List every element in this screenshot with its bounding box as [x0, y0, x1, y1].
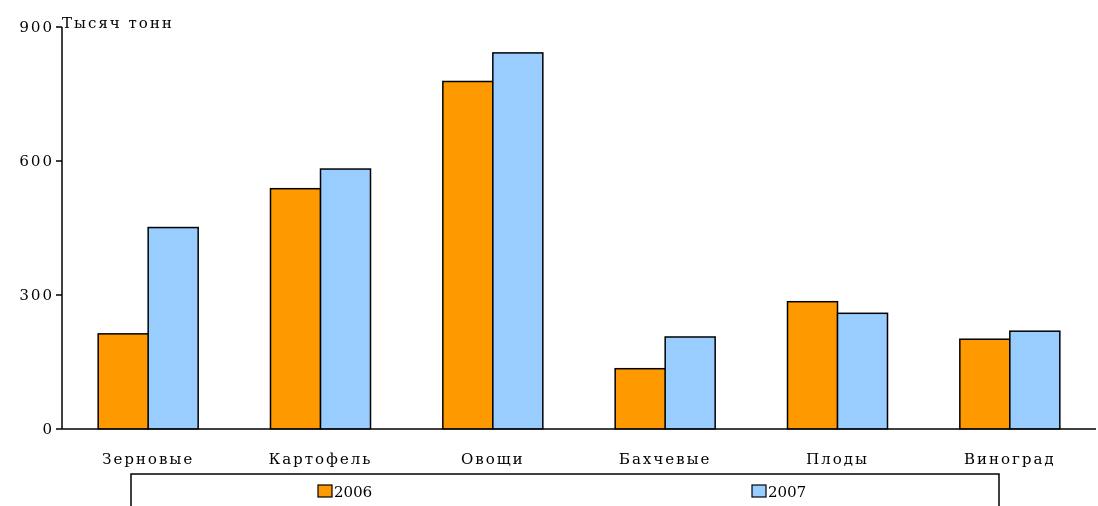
y-axis-title: Тысяч тонн [62, 14, 174, 32]
legend-swatch-2007 [751, 484, 767, 498]
bar-2006-2 [442, 80, 494, 430]
y-ticks-group: 0 300 600 900 [19, 18, 62, 438]
y-tick-label: 0 [42, 420, 54, 438]
legend-swatch-2006 [317, 484, 333, 498]
x-ticks-group: Зерновые Картофель Овощи Бахчевые Плоды Виног… [102, 450, 1056, 468]
bar-2006-1 [269, 187, 322, 430]
bar-2007-4 [836, 312, 889, 430]
y-tick-label: 600 [19, 152, 54, 170]
legend: 2006 2007 [130, 473, 1000, 506]
x-tick-label: Картофель [269, 450, 373, 468]
x-tick-label: Плоды [806, 450, 869, 468]
x-tick-label: Зерновые [102, 450, 194, 468]
bar-2007-0 [147, 226, 199, 430]
y-tick-label: 900 [19, 18, 54, 36]
legend-items: 2006 2007 [317, 483, 806, 501]
y-tick-label: 300 [19, 286, 54, 304]
x-tick-label: Бахчевые [619, 450, 711, 468]
bar-2006-4 [786, 300, 839, 430]
legend-label-2007: 2007 [768, 483, 806, 501]
bar-2006-3 [614, 367, 666, 430]
bar-2007-5 [1009, 330, 1061, 430]
bar-2006-5 [959, 338, 1011, 430]
bar-2007-1 [319, 168, 372, 430]
bar-2006-0 [97, 333, 149, 430]
legend-frame [130, 473, 1000, 506]
x-tick-label: Овощи [461, 450, 525, 468]
bar-2007-2 [492, 52, 544, 430]
x-tick-label: Виноград [964, 450, 1056, 468]
bar-2007-3 [664, 336, 716, 430]
bars-group [97, 52, 1061, 430]
legend-label-2006: 2006 [334, 483, 372, 501]
